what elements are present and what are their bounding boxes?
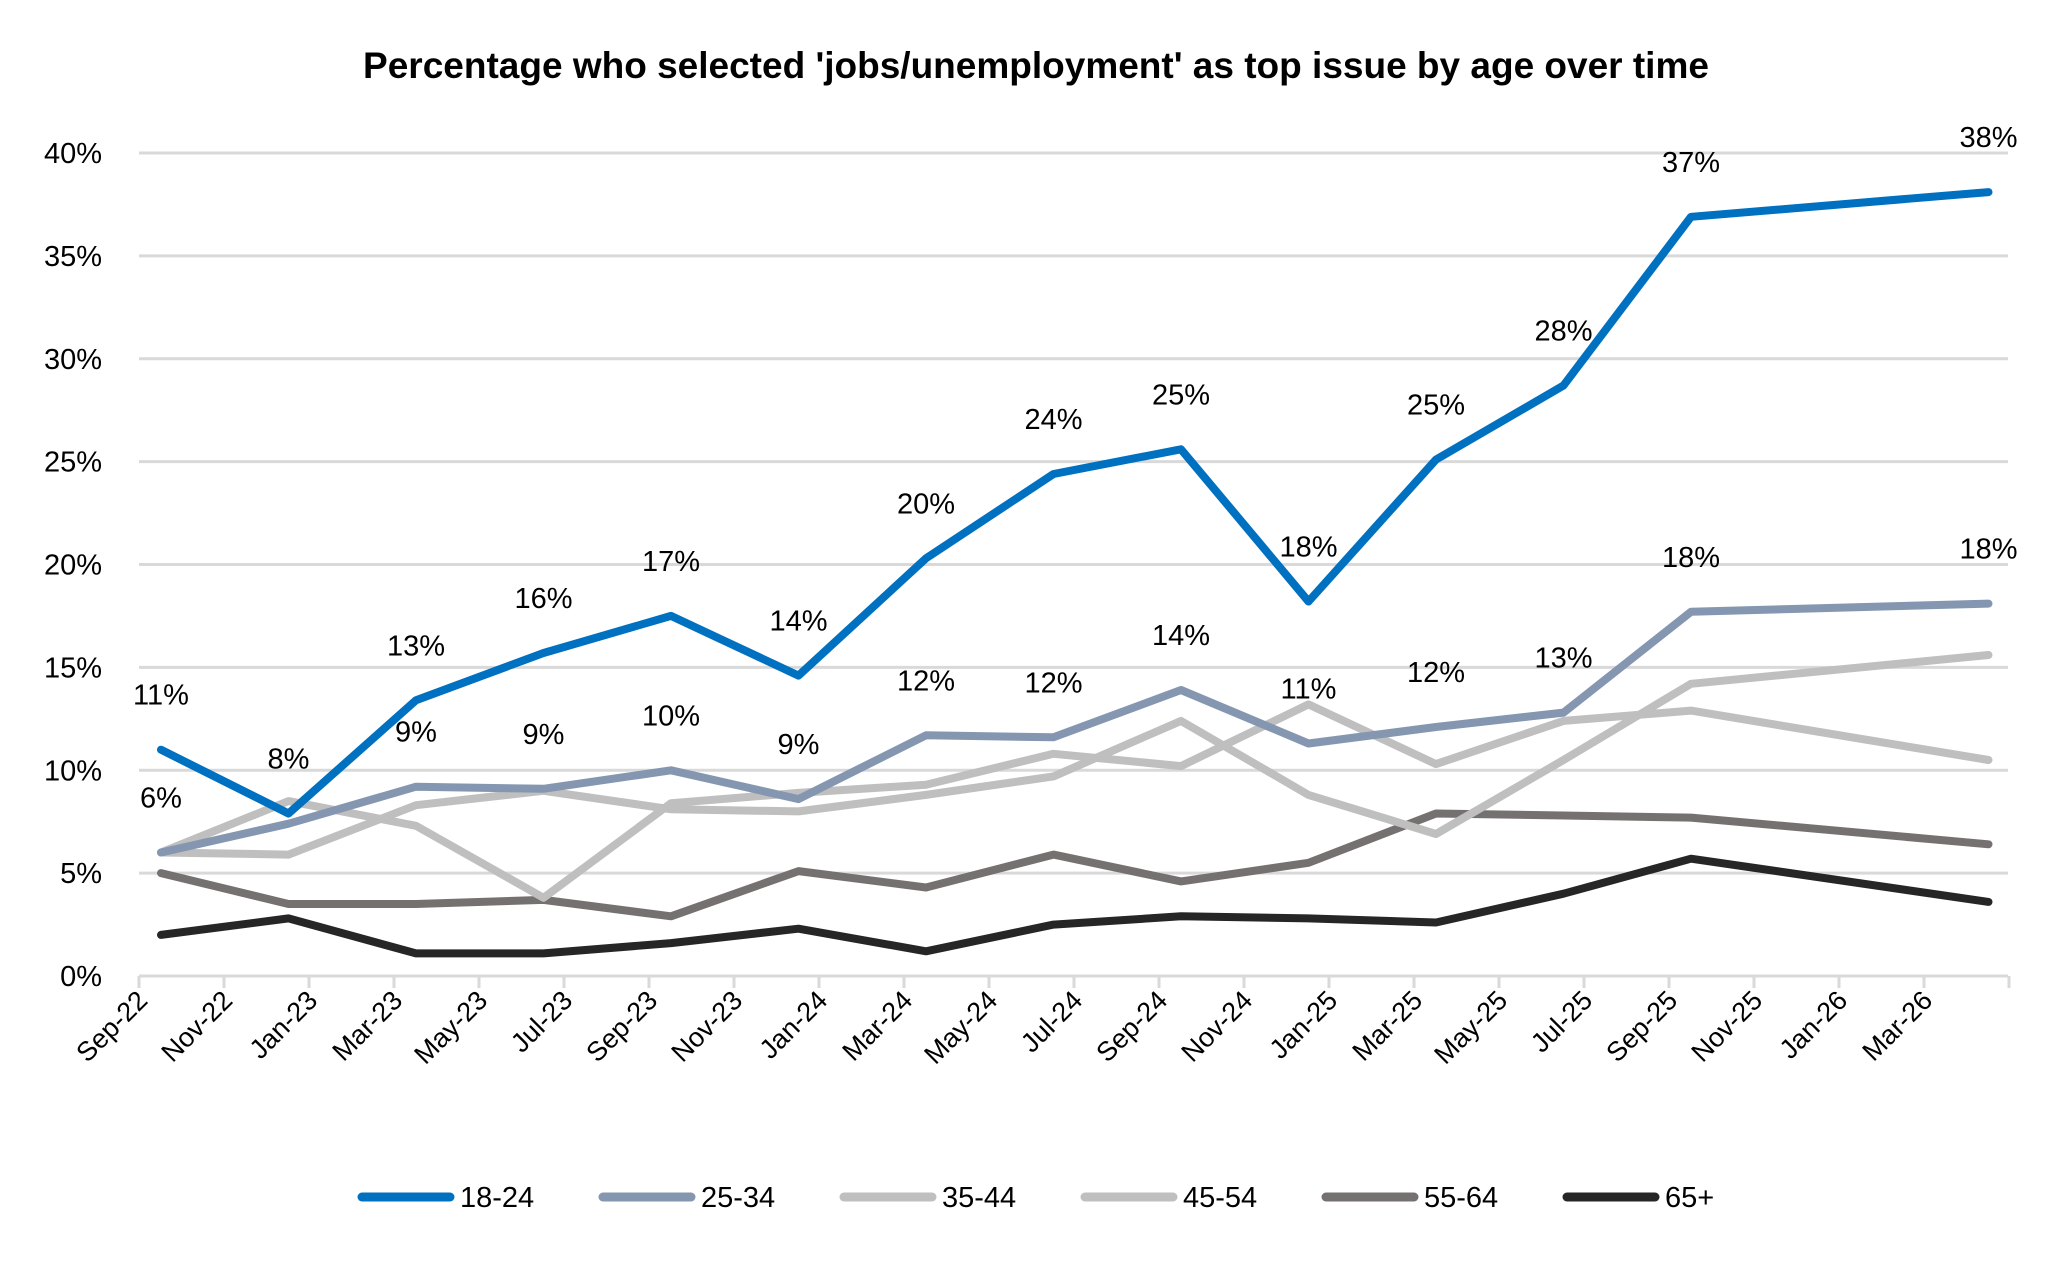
data-label: 11%: [133, 680, 189, 712]
x-tick-label: Nov-23: [665, 985, 748, 1068]
x-tick-label: Sep-24: [1090, 985, 1173, 1068]
x-tick-label: Jan-23: [244, 985, 324, 1065]
data-label: 20%: [897, 488, 955, 520]
x-tick-label: Mar-26: [1857, 985, 1939, 1067]
gridlines: [139, 151, 2008, 978]
data-label: 18%: [1279, 532, 1337, 564]
series-35-44: [157, 700, 1993, 902]
series-line-25-34: [157, 599, 1993, 857]
series-line-65+: [157, 854, 1993, 958]
x-tick-label: Nov-22: [155, 985, 238, 1068]
data-label: 17%: [642, 546, 700, 578]
x-tick-label: Jan-26: [1774, 985, 1854, 1065]
data-label: 6%: [140, 783, 182, 815]
y-tick-label: 30%: [44, 344, 102, 376]
legend-item-55-64: 55-64: [1321, 1182, 1498, 1214]
legend-item-45-54: 45-54: [1080, 1182, 1257, 1214]
chart-title: Percentage who selected 'jobs/unemployme…: [363, 45, 1709, 86]
legend-label: 45-54: [1183, 1182, 1257, 1214]
legend-item-25-34: 25-34: [598, 1182, 775, 1214]
x-tick-label: Jul-24: [1015, 985, 1088, 1058]
x-tick-label: Jan-24: [754, 985, 834, 1065]
data-label: 38%: [1959, 122, 2017, 154]
legend-label: 25-34: [701, 1182, 775, 1214]
x-tick-label: Mar-23: [327, 985, 409, 1067]
x-tick-label: May-23: [408, 985, 493, 1070]
legend-label: 65+: [1665, 1182, 1714, 1214]
series-line-45-54: [157, 651, 1993, 859]
y-tick-label: 5%: [60, 858, 102, 890]
series-25-34: [157, 599, 1993, 857]
data-label: 28%: [1534, 315, 1592, 347]
data-label: 14%: [769, 606, 827, 638]
data-labels: 11% 8% 13% 16% 17% 14% 20% 24% 25% 18% 25% 28% 37% 38…: [133, 122, 2017, 814]
series-line-35-44: [157, 700, 1993, 902]
data-label: 9%: [395, 717, 437, 749]
x-tick-label: May-25: [1428, 985, 1513, 1070]
data-label: 12%: [1024, 667, 1082, 699]
data-label: 12%: [897, 665, 955, 697]
data-label: 13%: [387, 630, 445, 662]
data-label: 10%: [642, 700, 700, 732]
x-tick-label: Sep-23: [580, 985, 663, 1068]
x-tick-label: May-24: [918, 985, 1003, 1070]
series-55-64: [157, 809, 1993, 921]
x-axis: Sep-22 Nov-22 Jan-23 Mar-23 May-23 Jul-23 Sep-…: [70, 976, 2011, 1070]
y-tick-label: 40%: [44, 138, 102, 170]
series-lines: [157, 188, 1993, 958]
legend-item-65+: 65+: [1562, 1182, 1714, 1214]
data-label: 18%: [1662, 542, 1720, 574]
y-tick-label: 35%: [44, 241, 102, 273]
data-label: 9%: [778, 729, 820, 761]
legend: 18-24 25-34 35-44 45-54 55-64 65+: [357, 1182, 1714, 1214]
x-tick-label: Sep-25: [1600, 985, 1683, 1068]
y-axis-tick-labels: 0% 5% 10% 15% 20% 25% 30% 35% 40%: [44, 138, 102, 993]
y-tick-label: 20%: [44, 550, 102, 582]
x-tick-label: Nov-24: [1175, 985, 1258, 1068]
series-18-24: [157, 188, 1993, 818]
y-tick-label: 0%: [60, 961, 102, 993]
series-line-55-64: [157, 809, 1993, 921]
legend-item-18-24: 18-24: [357, 1182, 534, 1214]
data-label: 11%: [1281, 674, 1337, 706]
data-label: 37%: [1662, 147, 1720, 179]
data-label: 14%: [1152, 620, 1210, 652]
x-tick-label: Jan-25: [1264, 985, 1344, 1065]
x-tick-label: Jul-23: [505, 985, 578, 1058]
data-label: 16%: [514, 583, 572, 615]
data-label: 12%: [1407, 657, 1465, 689]
y-tick-label: 25%: [44, 447, 102, 479]
data-label: 18%: [1959, 534, 2017, 566]
legend-label: 18-24: [460, 1182, 534, 1214]
x-tick-label: Mar-25: [1347, 985, 1429, 1067]
legend-label: 35-44: [942, 1182, 1016, 1214]
x-tick-label: Nov-25: [1685, 985, 1768, 1068]
series-65+: [157, 854, 1993, 958]
x-tick-label: Jul-25: [1525, 985, 1598, 1058]
legend-label: 55-64: [1424, 1182, 1498, 1214]
series-line-18-24: [157, 188, 1993, 818]
data-label: 9%: [523, 719, 565, 751]
data-label: 8%: [268, 743, 310, 775]
legend-item-35-44: 35-44: [839, 1182, 1016, 1214]
data-label: 13%: [1534, 643, 1592, 675]
data-label: 25%: [1152, 379, 1210, 411]
data-label: 25%: [1407, 390, 1465, 422]
y-tick-label: 15%: [44, 652, 102, 684]
x-tick-label: Sep-22: [70, 985, 153, 1068]
data-label: 24%: [1024, 404, 1082, 436]
x-tick-label: Mar-24: [837, 985, 919, 1067]
y-tick-label: 10%: [44, 755, 102, 787]
